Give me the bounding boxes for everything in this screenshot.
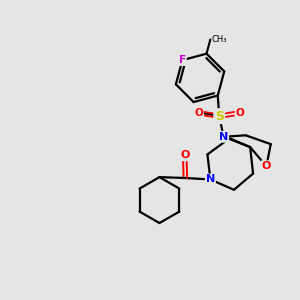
Text: S: S (215, 110, 224, 123)
Text: O: O (194, 108, 203, 118)
Text: CH₃: CH₃ (212, 35, 227, 44)
Text: F: F (179, 55, 186, 65)
Text: O: O (262, 161, 271, 171)
Text: O: O (236, 108, 244, 118)
Text: N: N (219, 132, 228, 142)
Text: N: N (206, 175, 215, 184)
Text: O: O (180, 150, 190, 160)
